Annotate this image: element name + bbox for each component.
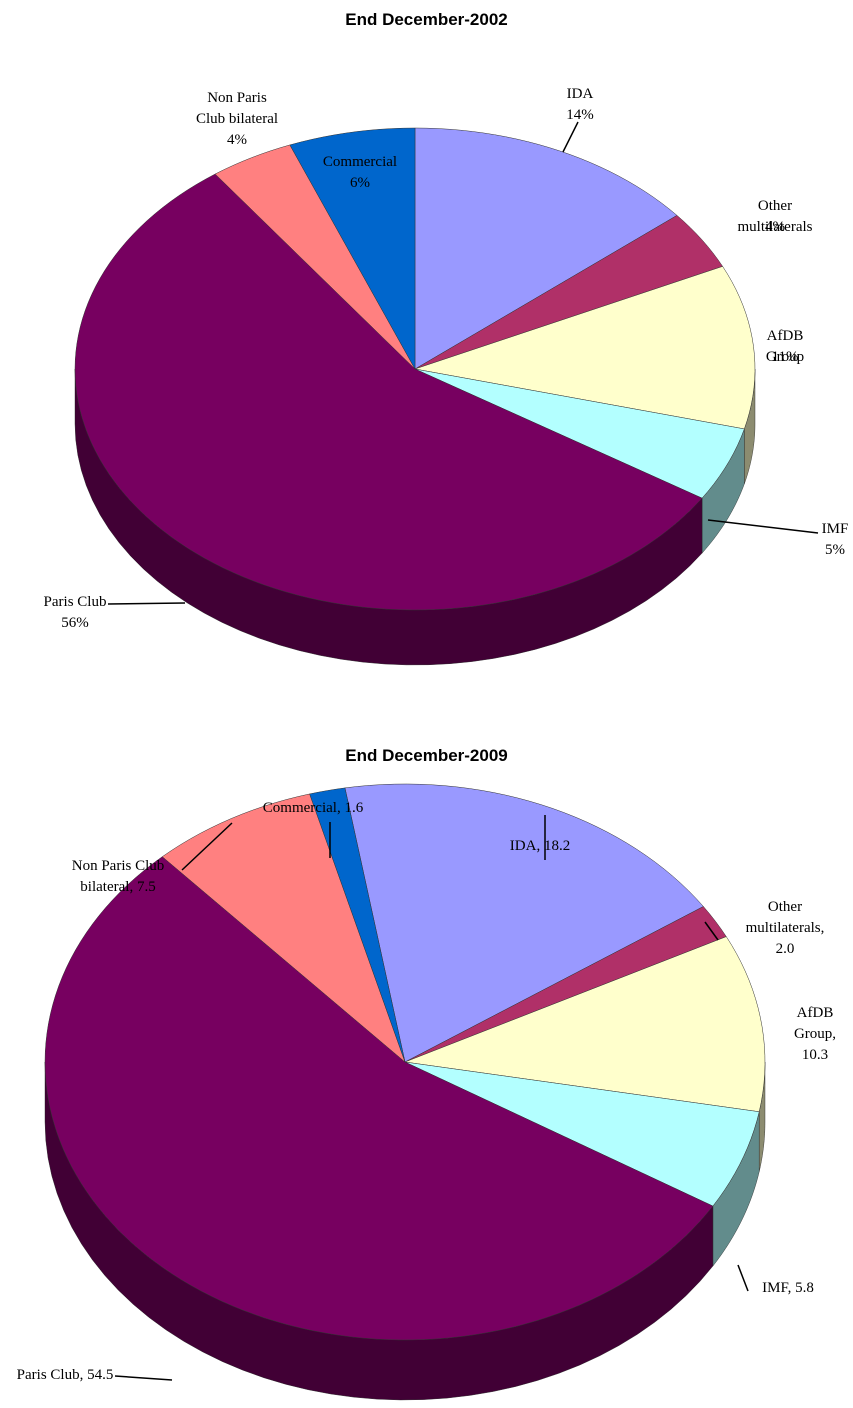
- slice-label: IMF, 5.8: [762, 1280, 814, 1296]
- pie-slice: [161, 793, 406, 1063]
- value-label: 5%: [825, 542, 845, 558]
- pie-slice: [404, 1061, 760, 1207]
- slice-label: Other multilaterals: [737, 198, 813, 235]
- slice-label: Commercial: [322, 154, 398, 170]
- slice-label: AfDB Group, 10.3: [793, 1005, 837, 1063]
- leader-line: [114, 1375, 173, 1381]
- pie-slice: [309, 787, 406, 1063]
- chart-title: End December-2009: [345, 746, 508, 765]
- leader-line: [181, 822, 233, 871]
- slice-label: Non Paris Club bilateral, 7.5: [71, 858, 165, 895]
- value-label: 6%: [350, 175, 370, 191]
- slice-label: AfDB Group: [765, 328, 805, 365]
- value-label: 14%: [566, 107, 594, 123]
- slice-label: Other multilaterals, 2.0: [745, 899, 825, 957]
- value-label: 11%: [771, 349, 799, 365]
- slice-label: Commercial, 1.6: [262, 800, 364, 816]
- leader-line: [707, 519, 819, 534]
- pie-slice: [404, 936, 766, 1113]
- slice-label: IDA, 18.2: [509, 838, 571, 854]
- value-label: 4%: [765, 219, 785, 235]
- leader-line: [562, 121, 579, 153]
- slice-label: Non Paris Club bilateral: [195, 90, 279, 127]
- slice-label: Paris Club: [43, 594, 107, 610]
- leader-line: [737, 1264, 749, 1292]
- leader-line: [704, 921, 719, 941]
- value-label: 4%: [227, 132, 247, 148]
- pie-slice: [44, 856, 714, 1341]
- slice-label: Paris Club, 54.5: [16, 1367, 114, 1383]
- pie-slice: [414, 215, 724, 370]
- pie-slice: [289, 127, 416, 370]
- pie-slice: [414, 368, 745, 499]
- pie-slice: [74, 173, 703, 611]
- pie-slice: [214, 144, 416, 370]
- value-label: 56%: [61, 615, 89, 631]
- pie-slice: [414, 127, 678, 370]
- slice-label: IDA: [566, 86, 594, 102]
- chart-title: End December-2002: [345, 10, 508, 29]
- slice-label: IMF: [821, 521, 849, 537]
- pie-slice: [344, 783, 704, 1063]
- pie-slice: [414, 266, 756, 430]
- leader-line: [107, 602, 186, 605]
